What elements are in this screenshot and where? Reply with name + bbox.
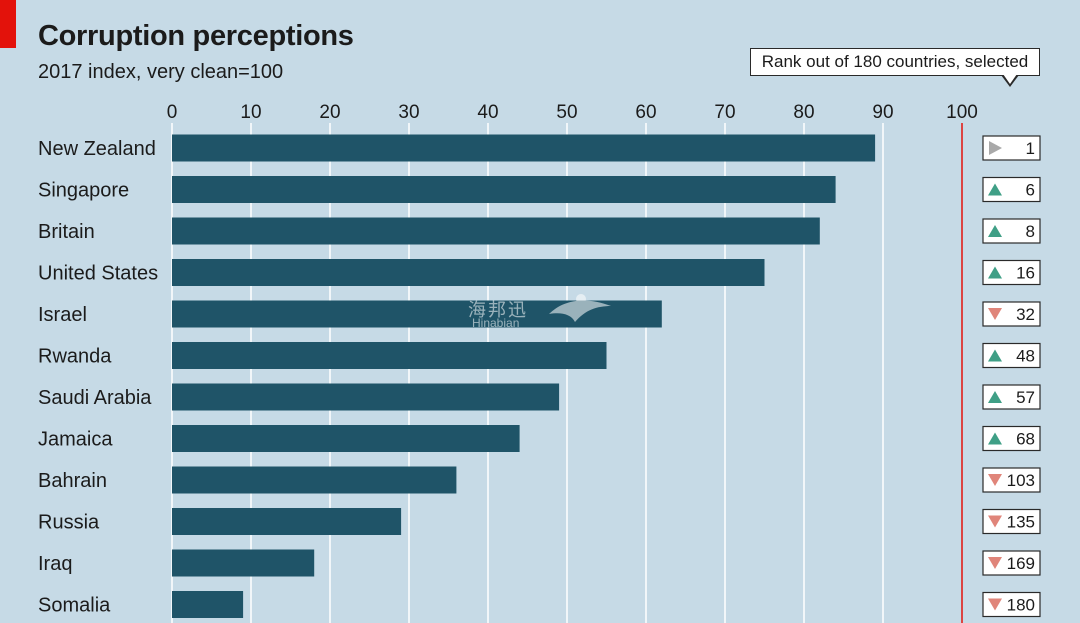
- down-arrow-icon-11: [988, 598, 1002, 611]
- category-label-2: Britain: [38, 221, 95, 243]
- down-arrow-icon-9: [988, 515, 1002, 528]
- category-label-10: Iraq: [38, 553, 72, 575]
- rank-label-9: 135: [1007, 513, 1035, 532]
- rank-label-2: 8: [1026, 222, 1035, 241]
- rank-header-pointer-fill: [1003, 74, 1017, 84]
- up-arrow-icon-5: [988, 349, 1002, 362]
- x-tick-label-60: 60: [635, 102, 656, 123]
- brand-red-tag: [0, 0, 16, 48]
- watermark-text-cn: 海邦迅: [468, 300, 528, 320]
- x-tick-label-90: 90: [872, 102, 893, 123]
- rank-label-0: 1: [1026, 139, 1035, 158]
- rank-label-8: 103: [1007, 471, 1035, 490]
- x-tick-label-70: 70: [714, 102, 735, 123]
- rank-label-3: 16: [1016, 264, 1035, 283]
- category-label-6: Saudi Arabia: [38, 387, 152, 409]
- down-arrow-icon-10: [988, 557, 1002, 569]
- bar-1: [172, 176, 836, 203]
- watermark-logo-icon: [549, 294, 611, 322]
- rank-label-6: 57: [1016, 388, 1035, 407]
- category-label-8: Bahrain: [38, 470, 107, 492]
- rank-box-10: [982, 550, 1041, 576]
- up-arrow-icon-3: [988, 266, 1002, 279]
- category-label-11: Somalia: [38, 595, 111, 617]
- x-tick-label-0: 0: [167, 102, 178, 123]
- category-label-1: Singapore: [38, 180, 129, 202]
- rank-label-5: 48: [1016, 347, 1035, 366]
- rank-header-box: Rank out of 180 countries, selected: [750, 48, 1040, 76]
- category-label-4: Israel: [38, 304, 87, 326]
- unchanged-arrow-icon-0: [989, 141, 1002, 155]
- rank-label-11: 180: [1007, 596, 1035, 615]
- bar-8: [172, 466, 457, 494]
- category-label-3: United States: [38, 263, 158, 285]
- up-arrow-icon-1: [988, 183, 1002, 196]
- x-tick-label-30: 30: [398, 102, 419, 123]
- rank-label-4: 32: [1016, 305, 1035, 324]
- category-label-5: Rwanda: [38, 346, 112, 368]
- up-arrow-icon-6: [988, 391, 1002, 403]
- rank-label-7: 68: [1016, 430, 1035, 449]
- bar-10: [172, 549, 315, 577]
- x-tick-label-10: 10: [240, 102, 261, 123]
- bar-9: [172, 508, 402, 535]
- bar-3: [172, 259, 765, 286]
- bar-11: [172, 591, 244, 618]
- down-arrow-icon-8: [988, 474, 1002, 486]
- x-tick-label-40: 40: [477, 102, 498, 123]
- category-label-7: Jamaica: [38, 429, 113, 451]
- bar-2: [172, 217, 820, 245]
- x-tick-label-100: 100: [946, 102, 978, 123]
- bar-6: [172, 383, 560, 411]
- x-tick-label-50: 50: [556, 102, 577, 123]
- up-arrow-icon-2: [988, 225, 1002, 237]
- up-arrow-icon-7: [988, 432, 1002, 445]
- x-tick-label-80: 80: [793, 102, 814, 123]
- down-arrow-icon-4: [988, 308, 1002, 320]
- bar-5: [172, 342, 607, 369]
- category-label-0: New Zealand: [38, 138, 156, 160]
- bar-7: [172, 425, 520, 452]
- category-label-9: Russia: [38, 512, 100, 534]
- watermark-text-en: Hinabian: [472, 316, 520, 330]
- bar-0: [172, 134, 876, 162]
- chart-subtitle: 2017 index, very clean=100: [38, 61, 284, 83]
- rank-label-1: 6: [1026, 181, 1035, 200]
- rank-label-10: 169: [1007, 554, 1035, 573]
- chart-title: Corruption perceptions: [38, 20, 354, 52]
- x-tick-label-20: 20: [319, 102, 340, 123]
